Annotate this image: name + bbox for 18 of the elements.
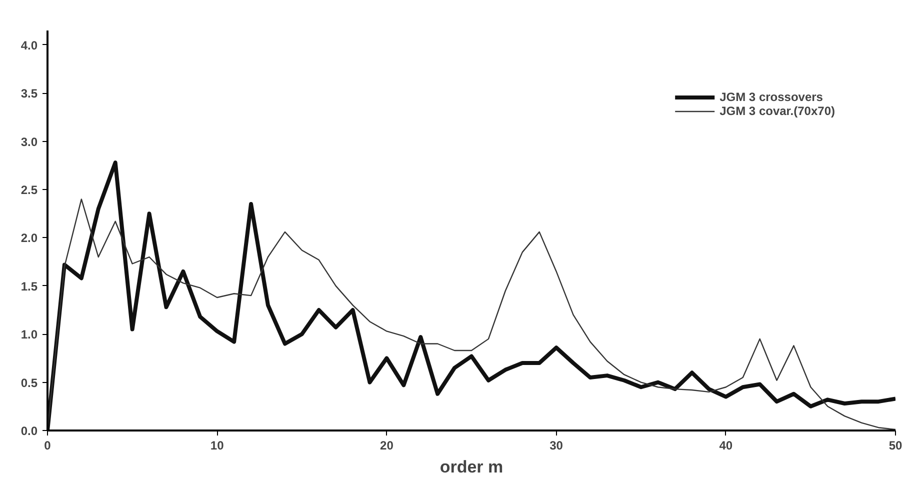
y-tick-label: 3.0 bbox=[20, 134, 38, 149]
y-tick-label: 1.5 bbox=[20, 279, 38, 294]
y-tick-label: 3.5 bbox=[20, 86, 38, 101]
y-tick-label: 2.5 bbox=[20, 183, 38, 198]
x-tick-label: 20 bbox=[380, 438, 394, 452]
x-tick-label: 40 bbox=[719, 438, 733, 452]
x-axis-title: order m bbox=[440, 458, 504, 476]
legend-label: JGM 3 crossovers bbox=[720, 90, 823, 104]
y-tick-label: 0.5 bbox=[20, 376, 38, 390]
y-tick-label: 4.0 bbox=[20, 38, 38, 52]
y-tick-label: 0.0 bbox=[20, 424, 38, 438]
y-tick-label: 1.0 bbox=[20, 328, 38, 342]
legend-label: JGM 3 covar.(70x70) bbox=[720, 104, 835, 118]
x-tick-label: 30 bbox=[550, 438, 564, 452]
x-tick-label: 0 bbox=[44, 438, 52, 452]
y-tick-label: 2.0 bbox=[20, 231, 38, 246]
x-tick-label: 10 bbox=[210, 438, 224, 452]
x-tick-label: 50 bbox=[888, 438, 902, 452]
